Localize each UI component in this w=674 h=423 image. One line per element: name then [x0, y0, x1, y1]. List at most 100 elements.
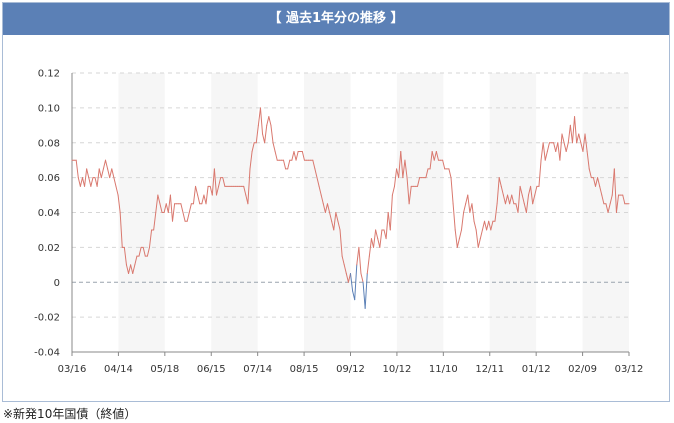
y-tick-label: 0.02 — [38, 243, 60, 254]
series-segment — [155, 194, 159, 213]
x-tick-label: 04/14 — [104, 364, 133, 375]
x-tick-label: 07/14 — [243, 364, 272, 375]
x-tick-label: 08/15 — [290, 364, 319, 375]
series-segment — [448, 168, 452, 179]
series-segment — [540, 142, 544, 161]
series-segment — [406, 177, 410, 205]
series-segment — [96, 168, 100, 187]
series-segment — [79, 177, 83, 187]
series-segment — [521, 194, 525, 205]
series-segment — [502, 194, 506, 205]
series-segment — [111, 168, 115, 179]
series-segment — [197, 194, 201, 205]
series-segment — [488, 220, 492, 231]
series-segment — [456, 238, 460, 248]
series-segment — [159, 203, 163, 213]
y-tick-label: 0 — [54, 278, 60, 289]
y-tick-label: 0.04 — [38, 208, 60, 219]
x-tick-label: 06/15 — [197, 364, 226, 375]
series-segment — [132, 264, 136, 275]
series-segment — [484, 220, 488, 231]
plot-band — [118, 73, 165, 352]
series-segment — [592, 177, 596, 187]
plot-band — [582, 73, 629, 352]
series-segment — [594, 177, 599, 187]
series-segment — [105, 159, 109, 170]
series-segment — [584, 133, 588, 152]
series-segment — [119, 212, 123, 248]
series-segment — [337, 220, 341, 231]
series-segment — [599, 185, 603, 196]
series-segment — [287, 159, 291, 170]
series-segment — [601, 194, 605, 205]
series-segment — [157, 194, 161, 205]
series-segment — [81, 177, 86, 187]
series-segment — [102, 159, 107, 170]
series-segment — [578, 133, 582, 144]
series-segment — [417, 177, 421, 187]
series-segment — [615, 194, 620, 213]
series-segment — [377, 238, 381, 248]
series-segment — [312, 159, 316, 170]
series-segment — [339, 229, 343, 257]
series-segment — [486, 220, 490, 231]
y-tick-label: -0.04 — [34, 348, 60, 359]
series-segment — [613, 168, 617, 213]
series-segment — [188, 203, 192, 213]
series-segment — [257, 107, 261, 126]
series-segment — [509, 194, 513, 205]
x-tick-label: 09/12 — [336, 364, 365, 375]
plot-band — [304, 73, 351, 352]
series-segment — [471, 203, 475, 222]
series-segment — [574, 116, 578, 144]
series-segment — [542, 142, 546, 161]
series-segment — [195, 185, 199, 196]
series-segment — [387, 212, 391, 231]
series-segment — [347, 273, 351, 283]
series-segment — [544, 150, 548, 161]
series-segment — [611, 168, 615, 196]
series-segment — [262, 133, 266, 144]
series-segment — [146, 246, 150, 257]
series-segment — [343, 264, 347, 275]
series-segment — [442, 159, 446, 170]
series-segment — [525, 194, 529, 213]
series-segment — [255, 124, 259, 144]
series-segment — [125, 264, 130, 275]
series-segment — [324, 203, 328, 213]
series-segment — [586, 150, 590, 170]
series-segment — [385, 212, 389, 240]
series-segment — [507, 194, 511, 205]
series-segment — [314, 168, 318, 179]
y-tick-label: 0.06 — [38, 173, 60, 184]
series-segment — [130, 264, 134, 275]
series-segment — [167, 194, 171, 213]
series-segment — [243, 185, 247, 196]
series-segment — [389, 194, 393, 231]
series-segment — [333, 212, 337, 231]
series-segment — [301, 150, 305, 161]
series-segment — [94, 177, 98, 187]
footnote: ※新発10年国債（終値） — [3, 407, 137, 421]
series-segment-negative — [350, 273, 354, 292]
series-segment — [490, 220, 494, 231]
series-segment — [142, 246, 146, 257]
series-segment — [475, 229, 479, 248]
series-segment — [504, 194, 509, 205]
series-segment — [425, 168, 429, 179]
series-segment — [293, 150, 297, 161]
series-segment — [402, 159, 406, 179]
series-segment — [331, 220, 335, 231]
series-segment — [341, 255, 345, 266]
series-segment — [429, 150, 433, 170]
series-segment — [251, 142, 255, 152]
series-segment — [117, 194, 121, 213]
x-tick-label: 03/12 — [615, 364, 644, 375]
x-tick-label: 05/18 — [150, 364, 179, 375]
series-segment — [391, 185, 395, 196]
series-segment — [375, 229, 379, 240]
series-segment — [77, 177, 81, 187]
series-segment — [609, 194, 613, 205]
series-segment — [203, 194, 207, 205]
